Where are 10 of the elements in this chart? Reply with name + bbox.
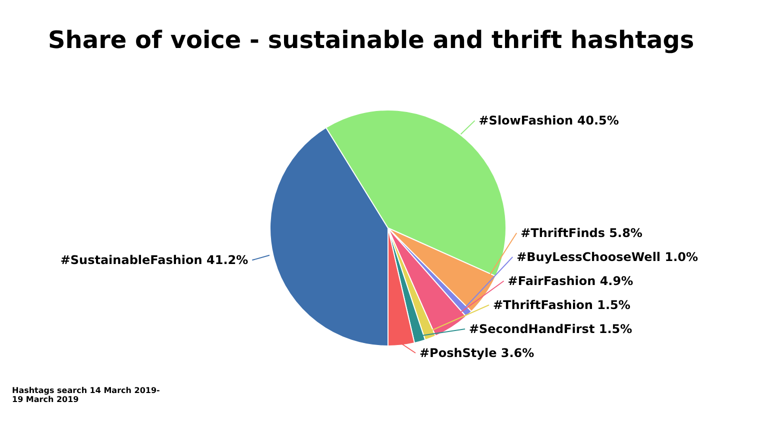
slice-label: #SlowFashion 40.5% xyxy=(478,114,619,128)
slice-label: #BuyLessChooseWell 1.0% xyxy=(516,250,698,264)
slice-label: #SustainableFashion 41.2% xyxy=(60,253,248,268)
slice-label: #ThriftFashion 1.5% xyxy=(492,298,630,312)
chart-title: Share of voice - sustainable and thrift hashtags xyxy=(48,26,694,54)
slice-label: #ThriftFinds 5.8% xyxy=(520,226,642,240)
text: Hashtags search 14 March 2019- 19 March 2019 xyxy=(12,386,161,404)
slice-label: #PoshStyle 3.6% xyxy=(419,346,534,360)
slice-label: #SecondHandFirst 1.5% xyxy=(468,322,632,336)
slice-label: #FairFashion 4.9% xyxy=(508,274,634,288)
